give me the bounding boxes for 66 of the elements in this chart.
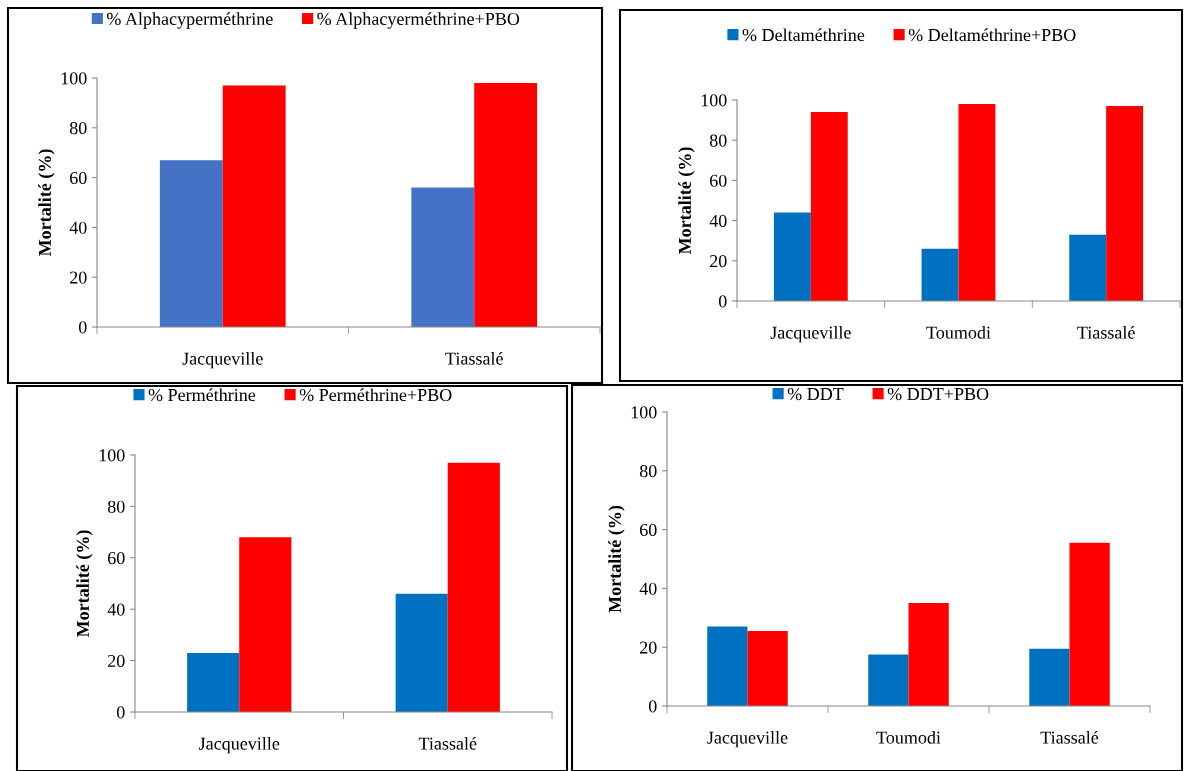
y-tick-label: 0	[718, 295, 727, 308]
y-tick-label: 20	[640, 641, 657, 654]
x-tick-label: Toumodi	[876, 731, 941, 744]
bar	[447, 462, 500, 712]
y-axis-title: Mortalité (%)	[678, 147, 695, 255]
bar	[395, 593, 448, 712]
legend-label: % Alphacyerméthrine+PBO	[317, 12, 520, 29]
legend-label: % Perméthrine+PBO	[299, 388, 452, 402]
legend-label: % Alphacyperméthrine	[106, 12, 273, 29]
y-axis-title: Mortalité (%)	[38, 149, 55, 257]
bar	[707, 626, 748, 706]
y-tick-label: 40	[107, 603, 125, 616]
y-tick-label: 80	[107, 500, 125, 513]
y-tick-label: 20	[70, 271, 87, 284]
legend-label: % Perméthrine	[148, 388, 256, 402]
y-tick-label: 100	[701, 94, 727, 107]
y-tick-label: 100	[61, 72, 87, 85]
x-tick-label: Tiassalé	[1077, 325, 1135, 339]
bar	[747, 631, 788, 706]
y-tick-label: 0	[78, 321, 87, 334]
bar	[222, 85, 286, 327]
bar	[908, 603, 949, 706]
bar	[868, 654, 909, 706]
bar	[187, 652, 240, 712]
x-tick-label: Jacqueville	[199, 737, 280, 754]
x-tick-label: Jacqueville	[770, 326, 851, 343]
bar	[159, 160, 223, 327]
y-tick-label: 80	[709, 134, 727, 147]
x-tick-label: Jacqueville	[182, 352, 263, 369]
legend-label: % Deltaméthrine	[742, 28, 865, 42]
y-tick-label: 40	[709, 214, 727, 228]
y-axis-title: Mortalité (%)	[608, 505, 625, 613]
legend-label: % DDT+PBO	[887, 387, 989, 401]
y-tick-label: 60	[108, 552, 125, 565]
bar	[810, 112, 848, 301]
bar	[1069, 542, 1110, 706]
y-tick-label: 60	[70, 171, 87, 185]
legend-label: % DDT	[787, 387, 844, 401]
bar	[958, 104, 996, 301]
bar	[1029, 648, 1070, 706]
y-tick-label: 40	[69, 221, 87, 234]
y-tick-label: 60	[710, 174, 727, 187]
bar	[239, 537, 292, 712]
y-tick-label: 0	[648, 700, 657, 713]
x-tick-label: Toumodi	[926, 326, 991, 339]
x-tick-label: Tiassalé	[445, 351, 503, 365]
bar	[1106, 106, 1144, 301]
bar	[921, 248, 959, 301]
x-tick-label: Jacqueville	[707, 731, 788, 748]
bar	[773, 212, 811, 301]
legend-label: % Deltaméthrine+PBO	[908, 28, 1076, 42]
y-tick-label: 80	[69, 122, 87, 135]
y-tick-label: 100	[99, 449, 125, 462]
y-tick-label: 20	[108, 654, 125, 668]
y-tick-label: 100	[631, 406, 657, 419]
y-tick-label: 60	[640, 523, 657, 537]
bar	[474, 82, 538, 327]
x-tick-label: Tiassalé	[1040, 730, 1099, 744]
bar	[411, 187, 475, 327]
bar	[1069, 234, 1107, 301]
y-axis-title: Mortalité (%)	[76, 530, 93, 638]
y-tick-label: 80	[639, 465, 657, 478]
y-tick-label: 40	[639, 582, 657, 595]
x-tick-label: Tiassalé	[418, 736, 477, 750]
y-tick-label: 20	[710, 255, 727, 268]
y-tick-label: 0	[116, 706, 125, 719]
